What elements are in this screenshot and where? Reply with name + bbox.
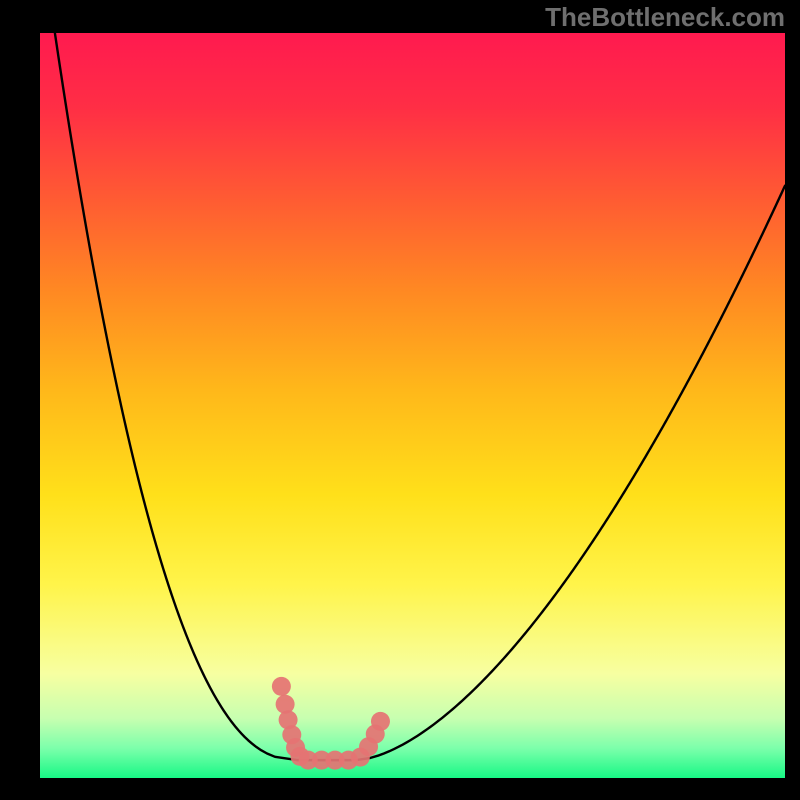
chart-frame: TheBottleneck.com	[0, 0, 800, 800]
plot-area	[40, 33, 785, 778]
watermark-text: TheBottleneck.com	[545, 2, 785, 33]
